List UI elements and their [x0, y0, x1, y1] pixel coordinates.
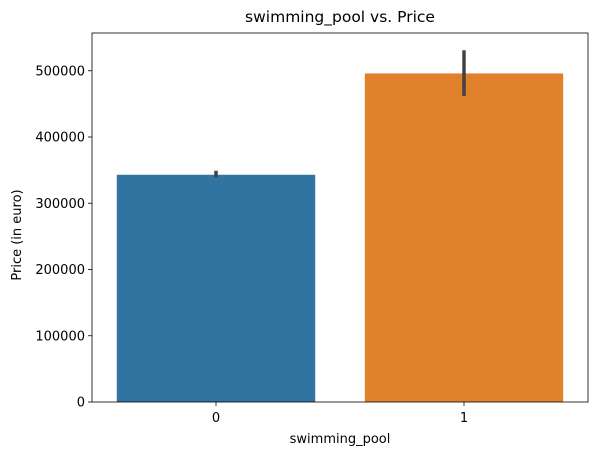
y-tick-label: 500000 — [35, 64, 85, 79]
y-tick-label: 300000 — [35, 197, 85, 212]
bar-1 — [364, 73, 564, 402]
y-tick-label: 0 — [77, 396, 85, 411]
y-tick-label: 100000 — [35, 329, 85, 344]
x-axis-label: swimming_pool — [290, 432, 391, 447]
y-tick-label: 400000 — [35, 131, 85, 146]
bar-0 — [116, 174, 316, 402]
x-tick-label-0: 0 — [212, 411, 220, 426]
y-axis-ticks: 0 100000 200000 300000 400000 500000 — [35, 64, 92, 411]
x-tick-label-1: 1 — [460, 411, 468, 426]
y-tick-label: 200000 — [35, 263, 85, 278]
plot-area-frame — [91, 32, 589, 403]
y-axis-label: Price (in euro) — [10, 189, 25, 280]
chart-title: swimming_pool vs. Price — [245, 8, 435, 27]
error-bars-layer — [214, 50, 466, 178]
bars-layer — [116, 73, 564, 402]
